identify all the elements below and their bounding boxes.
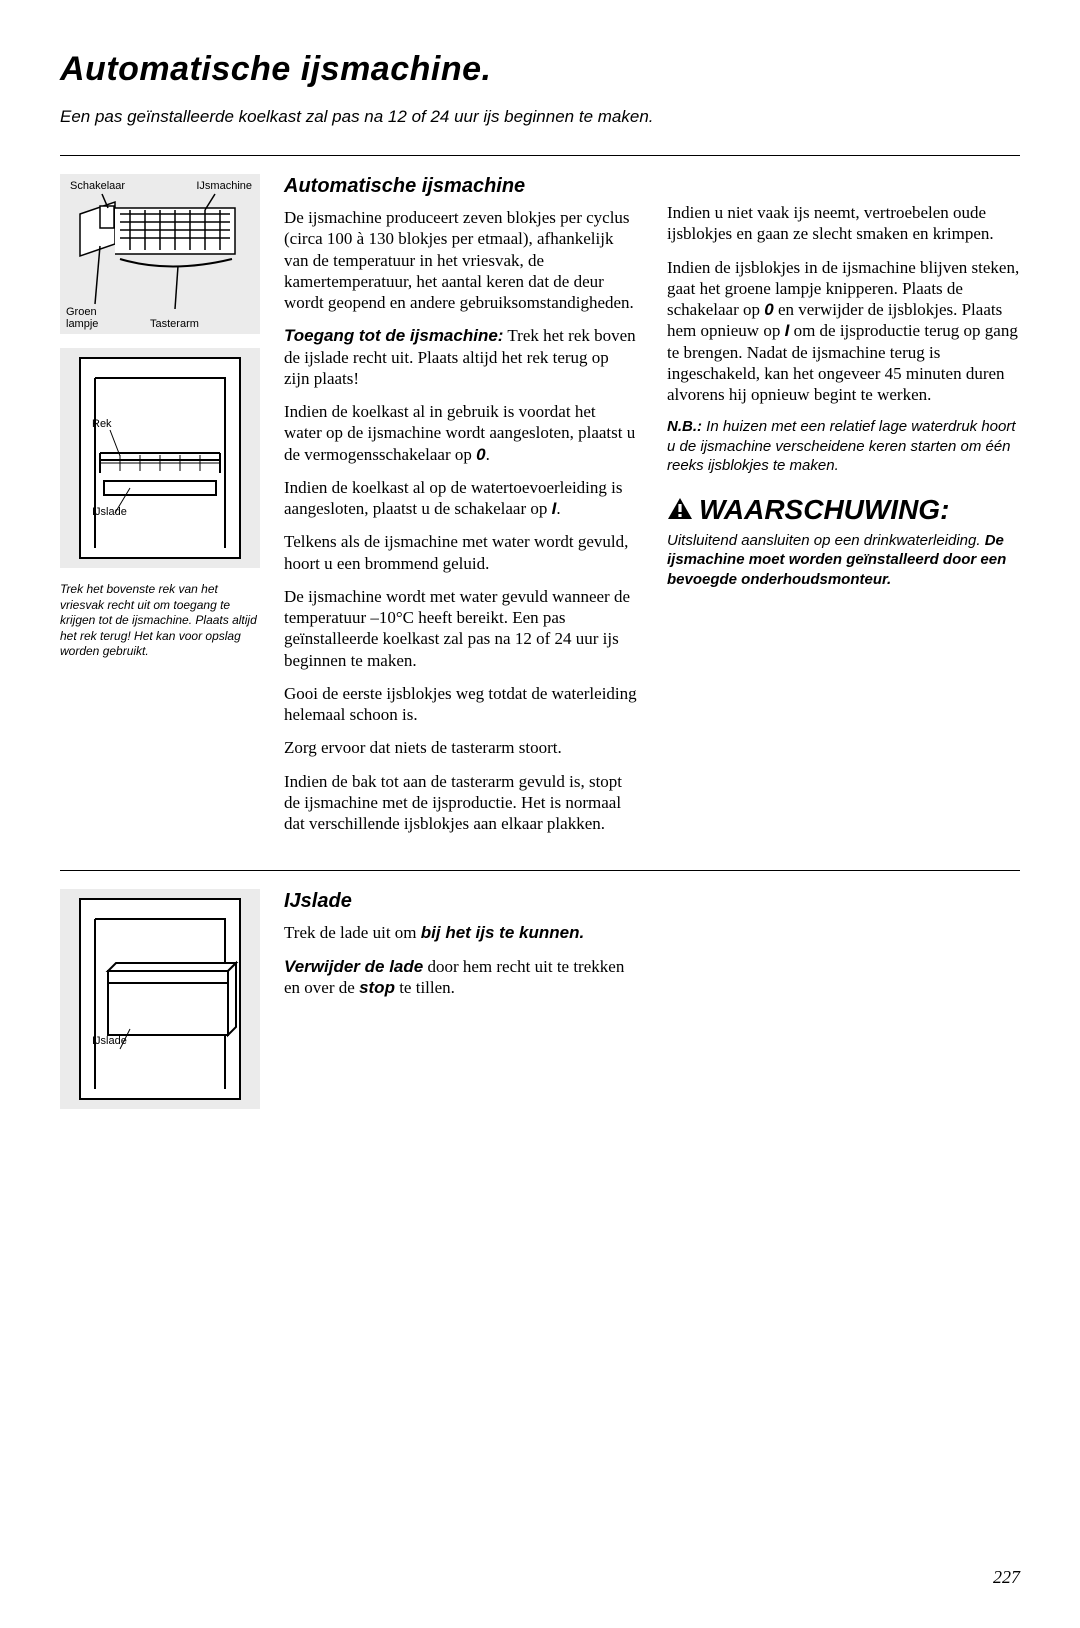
s2p2a: Verwijder de lade — [284, 957, 423, 976]
p2: Toegang tot de ijsmachine: Trek het rek … — [284, 325, 637, 389]
wa: Uitsluitend aansluiten op een drinkwater… — [667, 532, 985, 549]
left-column: Schakelaar IJsmachine Groen lampje Taste… — [60, 174, 260, 846]
warning-heading: WAARSCHUWING: — [667, 492, 1020, 527]
section-ijslade: IJslade IJslade — [60, 871, 1020, 1147]
nb-lead: N.B.: — [667, 418, 702, 435]
intro-text: Een pas geïnstalleerde koelkast zal pas … — [60, 107, 1020, 127]
p8: Zorg ervoor dat niets de tasterarm stoor… — [284, 737, 637, 758]
label-ijslade-2: IJslade — [92, 1035, 127, 1047]
s2p1: Trek de lade uit om bij het ijs te kunne… — [284, 922, 637, 943]
p3: Indien de koelkast al in gebruik is voor… — [284, 401, 637, 465]
subhead-auto: Automatische ijsmachine — [284, 174, 637, 199]
b2b: 0 — [764, 300, 773, 319]
spacer — [667, 174, 1020, 202]
p4a: Indien de koelkast al op de watertoevoer… — [284, 478, 622, 518]
left-column-2: IJslade — [60, 889, 260, 1123]
warning-icon — [667, 497, 693, 521]
text-column-b: Indien u niet vaak ijs neemt, vertroebel… — [667, 174, 1020, 846]
label-groen1: Groen — [66, 306, 97, 318]
p3b: 0 — [476, 445, 485, 464]
page-number: 227 — [60, 1567, 1020, 1588]
warning-body: Uitsluitend aansluiten op een drinkwater… — [667, 531, 1020, 590]
figure-ice-drawer: IJslade — [60, 889, 260, 1109]
p9: Indien de bak tot aan de tasterarm gevul… — [284, 771, 637, 835]
page: Automatische ijsmachine. Een pas geïnsta… — [0, 0, 1080, 1628]
p3c: . — [486, 445, 490, 464]
s2p1b: bij het ijs te kunnen. — [421, 923, 584, 942]
shelf-svg — [60, 348, 260, 568]
s2p1a: Trek de lade uit om — [284, 923, 421, 942]
right-column: Automatische ijsmachine De ijsmachine pr… — [284, 174, 1020, 846]
right-column-2: IJslade Trek de lade uit om bij het ijs … — [284, 889, 1020, 1123]
p7: Gooi de eerste ijsblokjes weg totdat de … — [284, 683, 637, 726]
figure-icemaker-top: Schakelaar IJsmachine Groen lampje Taste… — [60, 174, 260, 334]
p2-lead: Toegang tot de ijsmachine: — [284, 326, 503, 345]
figure-caption: Trek het bovenste rek van het vriesvak r… — [60, 582, 260, 660]
nb: N.B.: In huizen met een relatief lage wa… — [667, 417, 1020, 476]
label-schakelaar: Schakelaar — [70, 180, 125, 192]
label-rek: Rek — [92, 418, 112, 430]
p5: Telkens als de ijsmachine met water word… — [284, 531, 637, 574]
p3a: Indien de koelkast al in gebruik is voor… — [284, 402, 635, 464]
page-title: Automatische ijsmachine. — [60, 50, 1020, 89]
s2p2: Verwijder de lade door hem recht uit te … — [284, 956, 637, 999]
p4c: . — [556, 499, 560, 518]
label-ijslade: IJslade — [92, 506, 127, 518]
b-p2: Indien de ijsblokjes in de ijsmachine bl… — [667, 257, 1020, 406]
label-groen2: lampje — [66, 318, 98, 330]
b-p1: Indien u niet vaak ijs neemt, vertroebel… — [667, 202, 1020, 245]
section-icemaker: Schakelaar IJsmachine Groen lampje Taste… — [60, 156, 1020, 870]
p4: Indien de koelkast al op de watertoevoer… — [284, 477, 637, 520]
subhead-ijslade: IJslade — [284, 889, 637, 914]
text-col-2: IJslade Trek de lade uit om bij het ijs … — [284, 889, 637, 1123]
text-column-a: Automatische ijsmachine De ijsmachine pr… — [284, 174, 637, 846]
drawer-svg — [60, 889, 260, 1109]
label-ijsmachine: IJsmachine — [196, 180, 252, 192]
label-tasterarm: Tasterarm — [150, 318, 199, 330]
p1: De ijsmachine produceert zeven blokjes p… — [284, 207, 637, 313]
text-col-2-empty — [667, 889, 1020, 1123]
p6: De ijsmachine wordt met water gevuld wan… — [284, 586, 637, 671]
s2p2c: stop — [359, 978, 395, 997]
s2p2d: te tillen. — [395, 978, 455, 997]
nb-rest: In huizen met een relatief lage waterdru… — [667, 418, 1016, 474]
figure-shelf-drawer: Rek IJslade — [60, 348, 260, 568]
warning-text: WAARSCHUWING: — [699, 492, 949, 527]
